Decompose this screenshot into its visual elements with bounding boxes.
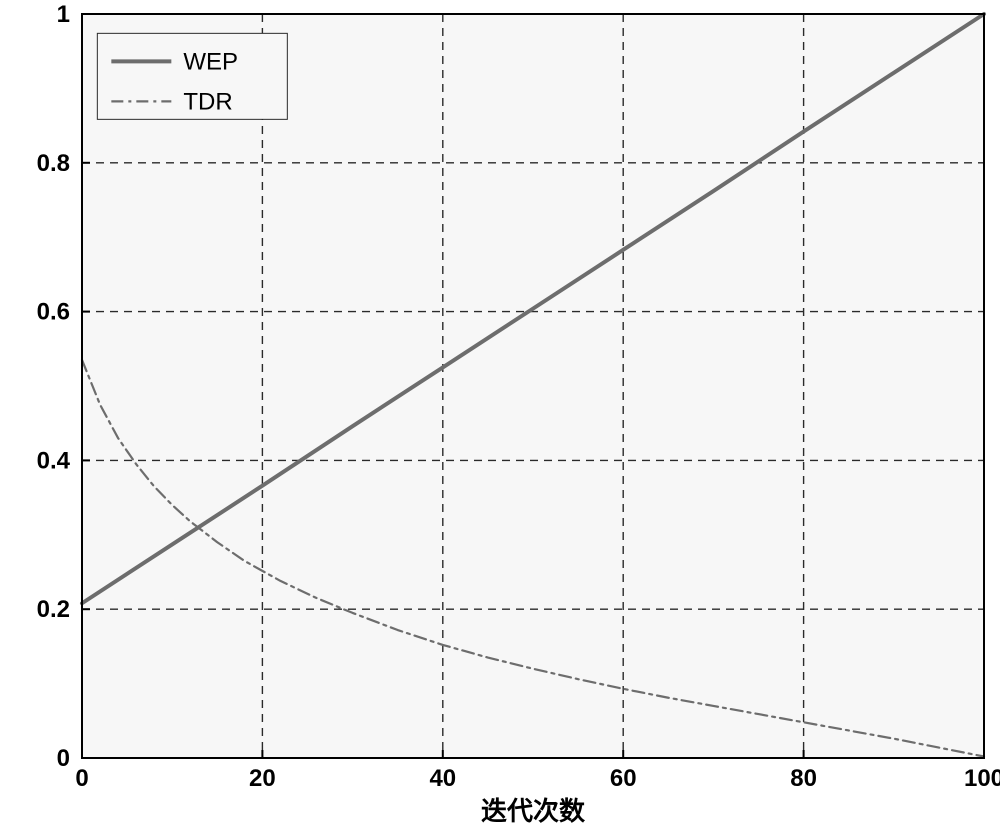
chart-container: 0 20 40 60 80 100 0 0.2 0.4 0.6 0.8 1 迭代次数 WEP TDR (0, 0, 1000, 829)
legend-label-wep: WEP (183, 48, 238, 75)
xtick-label: 20 (249, 765, 276, 792)
xtick-label: 40 (429, 765, 456, 792)
ytick-label: 0.8 (37, 150, 70, 177)
ytick-label: 0.4 (37, 447, 71, 474)
line-chart: 0 20 40 60 80 100 0 0.2 0.4 0.6 0.8 1 迭代次数 WEP TDR (0, 0, 1000, 829)
plot-bg (82, 14, 984, 758)
legend-label-tdr: TDR (183, 88, 232, 115)
xtick-label: 60 (610, 765, 637, 792)
xtick-label: 100 (964, 765, 1000, 792)
ytick-label: 0.6 (37, 299, 70, 326)
xtick-label: 80 (790, 765, 817, 792)
ytick-label: 0 (57, 745, 70, 772)
xtick-label: 0 (75, 765, 88, 792)
ytick-label: 1 (57, 1, 70, 28)
ytick-label: 0.2 (37, 596, 70, 623)
x-axis-label: 迭代次数 (481, 796, 586, 826)
